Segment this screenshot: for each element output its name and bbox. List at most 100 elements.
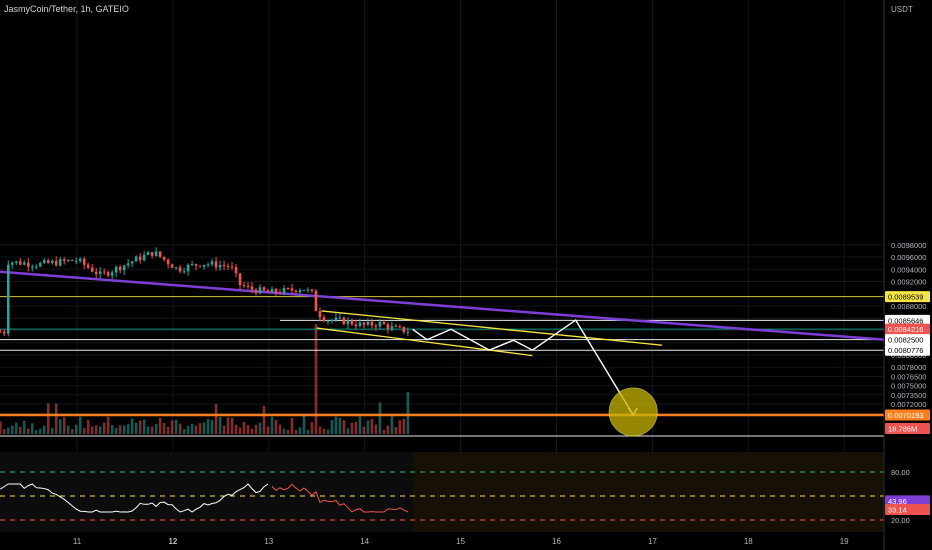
- volume-bar: [282, 428, 286, 434]
- volume-bar: [254, 424, 258, 434]
- volume-bar: [126, 424, 130, 434]
- volume-bar: [222, 425, 226, 434]
- volume-bar: [270, 416, 274, 434]
- candle-body: [346, 320, 350, 325]
- volume-bar: [374, 424, 378, 434]
- target-circle: [608, 387, 658, 437]
- candle-body: [146, 252, 150, 255]
- rsi-value-bg: [885, 495, 930, 507]
- volume-bar: [50, 427, 54, 434]
- candle-body: [98, 271, 102, 275]
- candle-body: [114, 266, 118, 273]
- rsi-tick: 80.00: [891, 468, 910, 477]
- volume-bar: [366, 420, 370, 434]
- volume-bar: [326, 429, 330, 434]
- candle-body: [154, 251, 158, 256]
- volume-bar: [342, 420, 346, 434]
- candle-body: [166, 259, 170, 265]
- candle-body: [158, 251, 162, 257]
- candle-body: [386, 324, 390, 330]
- volume-bar: [402, 418, 406, 434]
- projection-path: [412, 319, 634, 416]
- candle-body: [286, 288, 290, 290]
- candle-body: [238, 273, 242, 286]
- candle-body: [274, 288, 278, 293]
- volume-bar: [234, 424, 238, 434]
- volume-bar: [10, 425, 14, 434]
- candle-body: [2, 331, 6, 334]
- volume-bar: [142, 419, 146, 434]
- volume-bar: [306, 429, 310, 434]
- candle-body: [318, 311, 322, 318]
- time-tick: 15: [456, 537, 465, 546]
- candle-body: [194, 264, 198, 266]
- rsi-line-bull: [0, 483, 269, 513]
- volume-bar: [230, 417, 234, 434]
- volume-bar: [238, 427, 242, 434]
- price-label: 0.0070193: [888, 411, 923, 420]
- volume-bar: [26, 428, 30, 434]
- price-tick: 0.0096000: [891, 253, 926, 262]
- candle-body: [86, 264, 90, 268]
- candle-body: [70, 259, 74, 262]
- candle-body: [246, 285, 250, 287]
- volume-bar: [182, 429, 186, 434]
- candle-body: [234, 267, 238, 274]
- volume-bar: [354, 421, 358, 434]
- volume-bar: [58, 419, 62, 434]
- candle-body: [298, 290, 302, 293]
- candle-body: [62, 259, 66, 261]
- candle-body: [102, 271, 106, 273]
- candle-body: [370, 321, 374, 326]
- candle-body: [294, 290, 298, 293]
- rsi-line-bear: [271, 483, 409, 513]
- volume-bar: [346, 428, 350, 434]
- volume-bar: [394, 427, 398, 434]
- volume-bar: [318, 426, 322, 434]
- candle-body: [330, 320, 334, 322]
- candle-body: [398, 326, 402, 328]
- volume-bar: [162, 423, 166, 434]
- candle-body: [198, 265, 202, 267]
- rsi-history-area: [0, 452, 413, 532]
- time-tick: 14: [360, 537, 369, 546]
- candle-body: [54, 260, 58, 266]
- volume-bars: [0, 324, 410, 434]
- rsi-value-label: 43.96: [888, 497, 907, 506]
- candle-body: [46, 260, 50, 263]
- volume-bar: [226, 417, 230, 434]
- price-tick: 0.0094000: [891, 265, 926, 274]
- chart-title: JasmyCoin/Tether, 1h, GATEIO: [4, 4, 129, 14]
- candle-body: [74, 260, 78, 262]
- volume-bar: [122, 425, 126, 434]
- grid: [0, 0, 884, 532]
- volume-bar: [198, 423, 202, 434]
- price-tick: 0.0092000: [891, 278, 926, 287]
- volume-bar: [138, 420, 142, 434]
- rsi-tick: 20.00: [891, 516, 910, 525]
- candle-body: [18, 261, 22, 265]
- volume-bar: [246, 425, 250, 434]
- volume-bar: [82, 427, 86, 434]
- candle-body: [78, 258, 82, 261]
- volume-bar: [94, 425, 98, 434]
- volume-bar: [166, 426, 170, 434]
- volume-bar: [18, 426, 22, 434]
- volume-bar: [390, 416, 394, 434]
- volume-bar: [134, 422, 138, 434]
- candle-body: [394, 326, 398, 328]
- volume-bar: [158, 417, 162, 434]
- candle-body: [290, 288, 294, 291]
- volume-bar: [378, 402, 382, 434]
- candle-body: [178, 267, 182, 272]
- volume-bar: [338, 417, 342, 434]
- candle-body: [322, 317, 326, 322]
- volume-bar: [34, 429, 38, 434]
- price-tick: 0.0073500: [891, 391, 926, 400]
- volume-bar: [322, 428, 326, 434]
- candle-body: [174, 267, 178, 269]
- candle-body: [350, 320, 354, 325]
- candle-body: [254, 289, 258, 294]
- volume-bar: [106, 416, 110, 434]
